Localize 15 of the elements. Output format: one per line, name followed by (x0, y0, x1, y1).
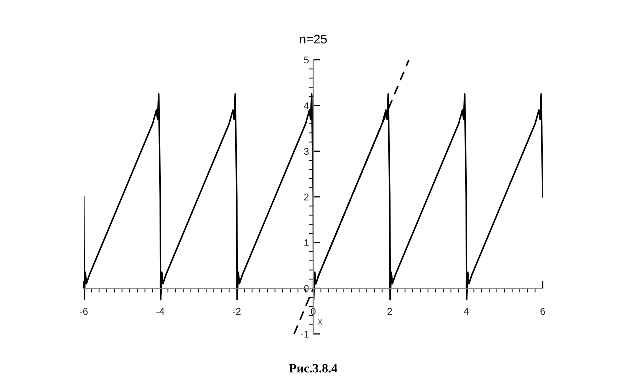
y-tick-label: 2 (304, 194, 309, 201)
y-tick-label: -1 (301, 331, 309, 338)
x-tick-label: -6 (80, 308, 88, 316)
y-tick-label: 1 (304, 240, 309, 246)
y-tick-label: 4 (304, 102, 310, 110)
x-tick-label: 6 (540, 308, 546, 316)
x-tick-label: -2 (233, 308, 241, 315)
y-tick-label: 5 (304, 56, 309, 64)
x-axis-title: x (318, 320, 323, 325)
chart-title: n=25 (300, 34, 328, 44)
x-tick-label: 4 (464, 308, 469, 315)
x-tick-label: -4 (156, 308, 165, 315)
x-tick-label: 2 (388, 308, 392, 315)
y-tick-label: 3 (304, 148, 309, 156)
text: Рис.3.8.4 (289, 364, 338, 373)
